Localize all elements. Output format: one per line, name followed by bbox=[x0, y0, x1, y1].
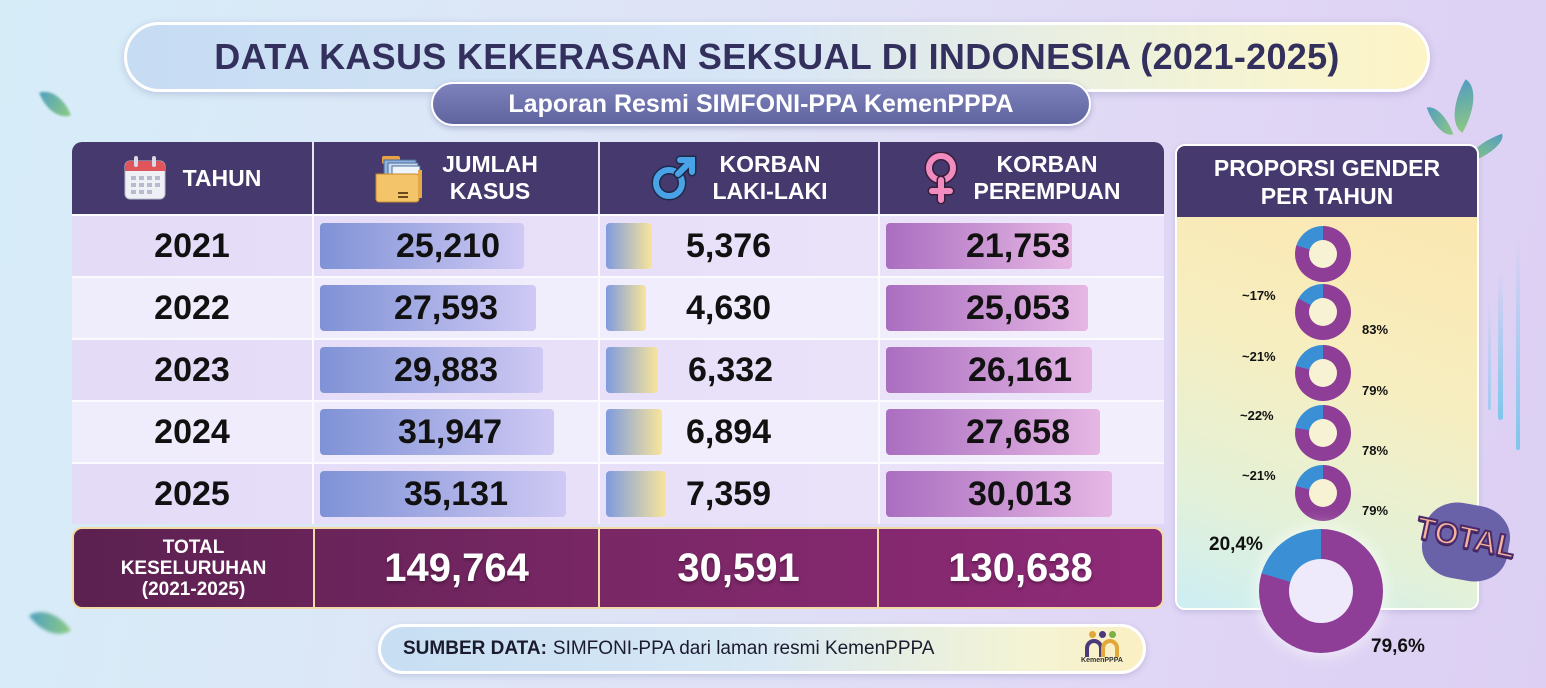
total-badge: TOTAL bbox=[1405, 497, 1527, 588]
column-header-label: KORBAN PEREMPUAN bbox=[973, 151, 1121, 204]
column-header-label: JUMLAH KASUS bbox=[442, 151, 538, 204]
source-banner: SUMBER DATA: SIMFONI-PPA dari laman resm… bbox=[378, 624, 1146, 674]
total-label-cell: TOTAL KESELURUHAN (2021-2025) bbox=[74, 529, 316, 607]
leaf-decoration bbox=[1426, 102, 1454, 140]
page-title: DATA KASUS KEKERASAN SEKSUAL DI INDONESI… bbox=[214, 36, 1340, 77]
male-cell: 6,332 bbox=[600, 340, 880, 400]
year-cell: 2022 bbox=[72, 278, 314, 338]
year-cell: 2021 bbox=[72, 216, 314, 276]
donut-chart-2022 bbox=[1295, 284, 1351, 340]
kemenpppa-logo: KemenPPPA bbox=[1079, 631, 1125, 671]
table-row: 2024 31,947 6,894 27,658 bbox=[72, 400, 1164, 462]
cases-bar bbox=[320, 285, 536, 331]
data-table: TAHUN JUMLAH KASUS bbox=[72, 142, 1164, 609]
column-header-label: KORBAN LAKI-LAKI bbox=[712, 151, 828, 204]
female-bar bbox=[886, 223, 1072, 269]
total-donut-chart bbox=[1259, 529, 1383, 653]
table-row: 2025 35,131 7,359 30,013 bbox=[72, 462, 1164, 524]
male-cell: 5,376 bbox=[600, 216, 880, 276]
donut-chart-2023 bbox=[1295, 345, 1351, 401]
female-cell: 25,053 bbox=[880, 278, 1164, 338]
page-subtitle: Laporan Resmi SIMFONI-PPA KemenPPPA bbox=[508, 89, 1014, 118]
male-bar bbox=[606, 285, 646, 331]
female-cell: 30,013 bbox=[880, 464, 1164, 524]
male-symbol-icon bbox=[651, 155, 696, 201]
leaf-decoration bbox=[29, 600, 71, 646]
female-cell: 21,753 bbox=[880, 216, 1164, 276]
cases-cell: 35,131 bbox=[314, 464, 600, 524]
column-header-label: TAHUN bbox=[182, 164, 262, 191]
donut-chart-2025 bbox=[1295, 465, 1351, 521]
cases-bar bbox=[320, 409, 554, 455]
column-header-female: KORBAN PEREMPUAN bbox=[880, 142, 1164, 214]
year-cell: 2025 bbox=[72, 464, 314, 524]
female-bar bbox=[886, 471, 1112, 517]
female-symbol-icon bbox=[924, 152, 958, 204]
male-cell: 6,894 bbox=[600, 402, 880, 462]
male-bar bbox=[606, 347, 658, 393]
total-female-cell: 130,638 bbox=[948, 545, 1093, 590]
cases-bar bbox=[320, 223, 524, 269]
table-row: 2023 29,883 6,332 26,161 bbox=[72, 338, 1164, 400]
column-header-cases: JUMLAH KASUS bbox=[314, 142, 600, 214]
light-streak-decoration bbox=[1498, 270, 1503, 420]
light-streak-decoration bbox=[1488, 300, 1491, 410]
panel-title: PROPORSI GENDER PER TAHUN bbox=[1177, 146, 1477, 217]
male-cell: 4,630 bbox=[600, 278, 880, 338]
table-header: TAHUN JUMLAH KASUS bbox=[72, 142, 1164, 214]
cases-cell: 25,210 bbox=[314, 216, 600, 276]
female-bar bbox=[886, 285, 1088, 331]
cases-cell: 27,593 bbox=[314, 278, 600, 338]
folder-icon bbox=[375, 156, 423, 203]
source-text: SIMFONI-PPA dari laman resmi KemenPPPA bbox=[552, 638, 935, 659]
cases-bar bbox=[320, 471, 566, 517]
title-banner: DATA KASUS KEKERASAN SEKSUAL DI INDONESI… bbox=[124, 22, 1430, 92]
total-row: TOTAL KESELURUHAN (2021-2025) 149,764 30… bbox=[72, 527, 1164, 609]
female-bar bbox=[886, 347, 1092, 393]
total-male-cell: 30,591 bbox=[600, 529, 880, 607]
female-bar bbox=[886, 409, 1100, 455]
cases-cell: 29,883 bbox=[314, 340, 600, 400]
cases-bar bbox=[320, 347, 543, 393]
male-bar bbox=[606, 223, 652, 269]
light-streak-decoration bbox=[1516, 240, 1520, 450]
cases-cell: 31,947 bbox=[314, 402, 600, 462]
leaf-decoration bbox=[39, 85, 71, 123]
calendar-icon bbox=[124, 156, 166, 200]
female-cell: 27,658 bbox=[880, 402, 1164, 462]
year-cell: 2023 bbox=[72, 340, 314, 400]
total-cases-cell: 149,764 bbox=[315, 529, 601, 607]
logo-icon bbox=[1079, 631, 1125, 657]
table-row: 2021 25,210 5,376 21,753 bbox=[72, 214, 1164, 276]
female-cell: 26,161 bbox=[880, 340, 1164, 400]
donut-chart-2021 bbox=[1295, 226, 1351, 282]
source-label: SUMBER DATA: bbox=[403, 638, 547, 659]
subtitle-banner: Laporan Resmi SIMFONI-PPA KemenPPPA bbox=[431, 82, 1091, 126]
donut-chart-2024 bbox=[1295, 405, 1351, 461]
male-bar bbox=[606, 471, 666, 517]
male-cell: 7,359 bbox=[600, 464, 880, 524]
table-row: 2022 27,593 4,630 25,053 bbox=[72, 276, 1164, 338]
column-header-male: KORBAN LAKI-LAKI bbox=[600, 142, 880, 214]
year-cell: 2024 bbox=[72, 402, 314, 462]
column-header-year: TAHUN bbox=[72, 142, 314, 214]
male-bar bbox=[606, 409, 662, 455]
